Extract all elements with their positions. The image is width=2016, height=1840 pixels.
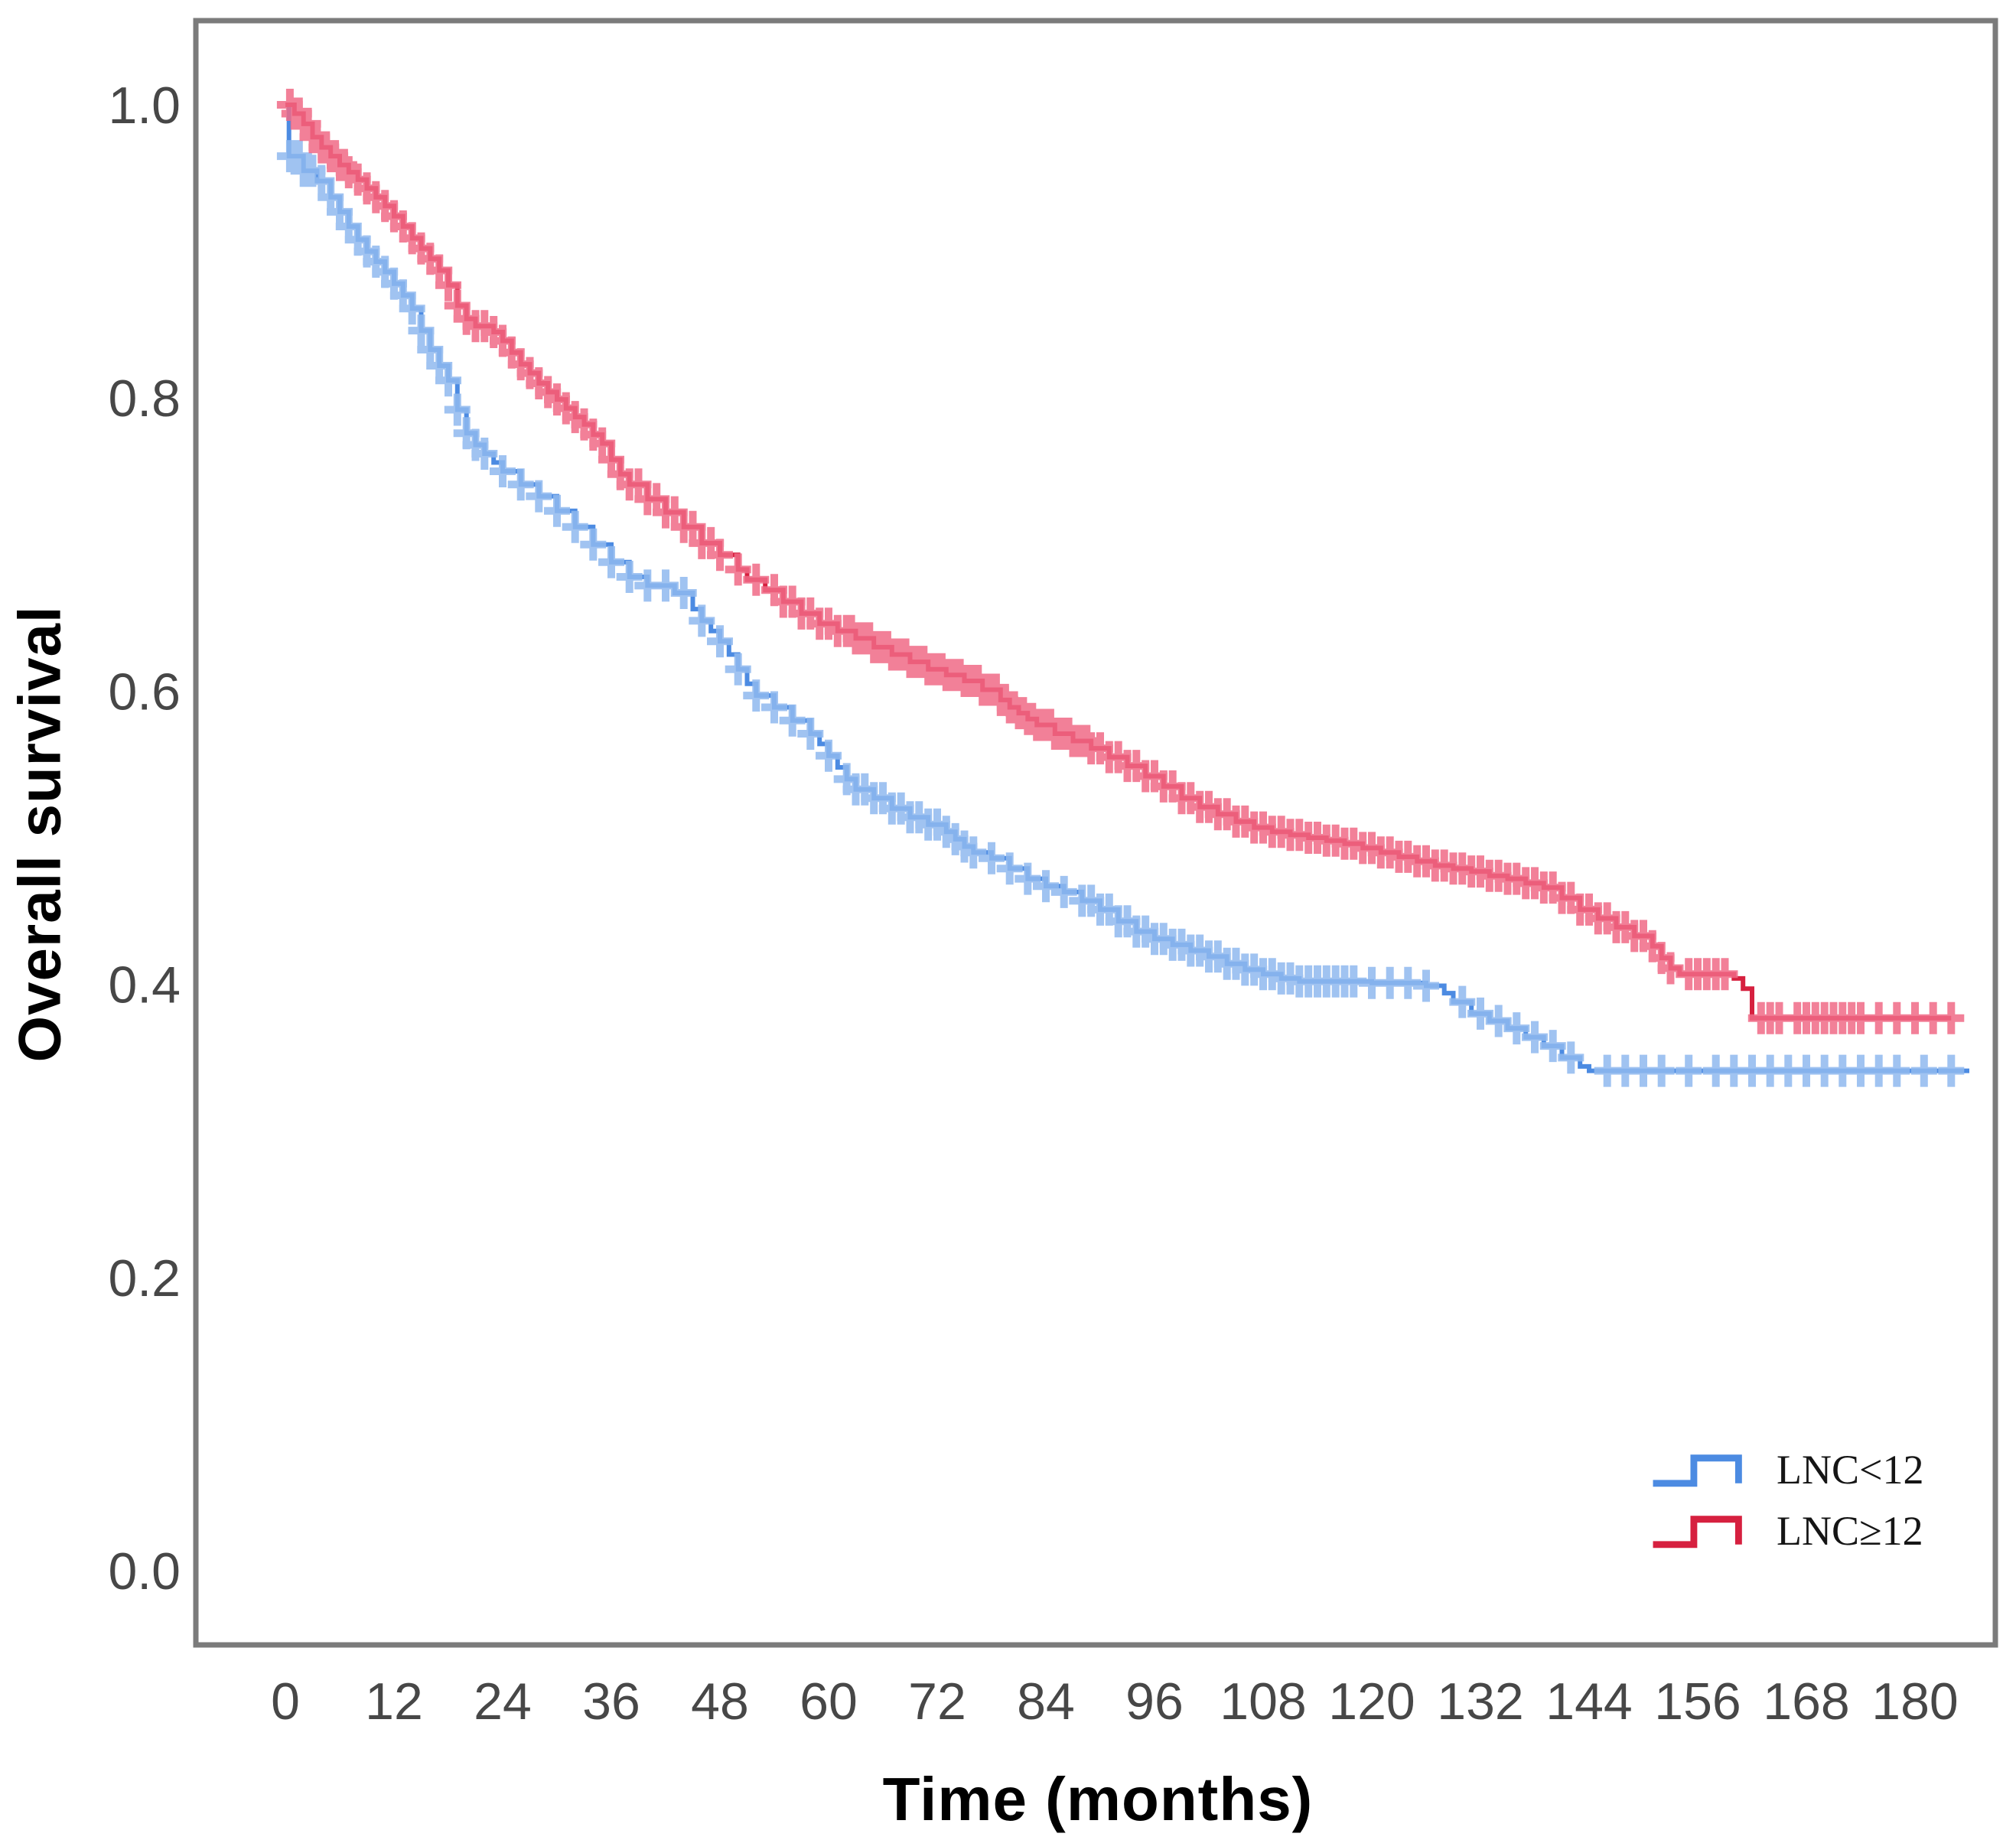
y-axis-title: Overall survival xyxy=(5,605,73,1063)
series-line-lnc-ge-12 xyxy=(285,103,1952,1021)
y-tick-label: 0.8 xyxy=(108,370,181,428)
x-tick-label: 24 xyxy=(474,1672,532,1731)
x-tick-label: 156 xyxy=(1654,1672,1741,1731)
x-tick-label: 120 xyxy=(1328,1672,1415,1731)
y-tick-label: 1.0 xyxy=(108,77,181,135)
x-axis-title: Time (months) xyxy=(882,1765,1314,1833)
legend-step-path-red xyxy=(1653,1516,1742,1549)
x-tick-label: 0 xyxy=(271,1672,300,1731)
x-tick-label: 96 xyxy=(1125,1672,1184,1731)
x-tick-label: 144 xyxy=(1545,1672,1632,1731)
y-tick-label: 0.6 xyxy=(108,663,181,721)
x-tick-label: 12 xyxy=(365,1672,423,1731)
y-tick-label: 0.4 xyxy=(108,956,181,1014)
x-tick-label: 168 xyxy=(1763,1672,1849,1731)
x-tick-label: 36 xyxy=(582,1672,640,1731)
x-tick-label: 132 xyxy=(1437,1672,1523,1731)
x-tick-label: 84 xyxy=(1017,1672,1075,1731)
censor-marks-lnc-ge-12 xyxy=(276,89,1965,1034)
x-tick-label: 180 xyxy=(1871,1672,1958,1731)
y-tick-label: 0.0 xyxy=(108,1542,181,1601)
legend-label: LNC≥12 xyxy=(1777,1508,1923,1554)
step-line-icon xyxy=(1653,1454,1742,1487)
x-tick-label: 48 xyxy=(691,1672,749,1731)
legend-step-path-blue xyxy=(1653,1454,1742,1487)
censor-marks-lnc-lt-12 xyxy=(276,140,1965,1087)
plot-frame xyxy=(193,18,1998,1648)
step-line-icon xyxy=(1653,1516,1742,1549)
y-tick-label: 0.2 xyxy=(108,1249,181,1308)
legend-label: LNC<12 xyxy=(1777,1447,1924,1493)
legend-item-lnc-ge-12: LNC≥12 xyxy=(1651,1508,1923,1554)
x-tick-label: 72 xyxy=(908,1672,966,1731)
x-tick-label: 108 xyxy=(1220,1672,1306,1731)
legend: LNC<12 LNC≥12 xyxy=(1651,1447,1924,1575)
legend-item-lnc-lt-12: LNC<12 xyxy=(1651,1447,1924,1493)
x-tick-label: 60 xyxy=(800,1672,858,1731)
